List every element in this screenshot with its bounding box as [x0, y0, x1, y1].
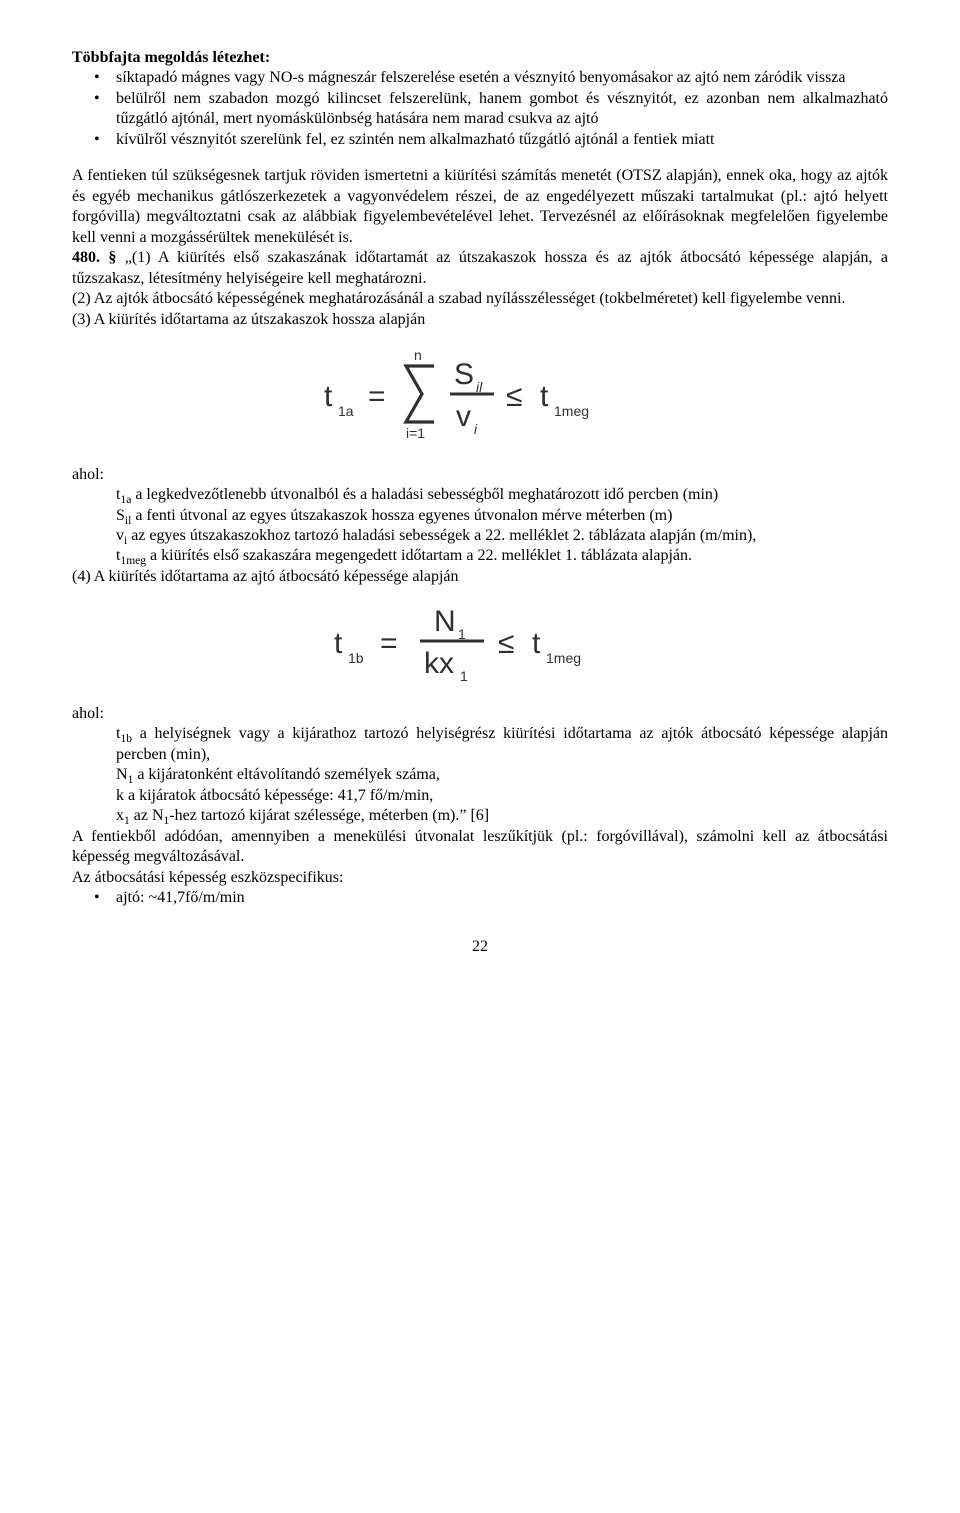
svg-text:1meg: 1meg [546, 650, 581, 666]
definitions-2: t1b a helyiségnek vagy a kijárathoz tart… [116, 724, 888, 826]
list-item: ajtó: ~41,7fő/m/min [116, 888, 888, 908]
svg-text:t: t [532, 627, 541, 660]
text: a fenti útvonal az egyes útszakaszok hos… [135, 507, 672, 524]
text: „(1) A kiürítés első szakaszának időtart… [72, 249, 888, 286]
svg-text:i=1: i=1 [406, 425, 425, 441]
paragraph-end: A fentiekből adódóan, amennyiben a menek… [72, 827, 888, 868]
formula-t1b: t1b=N1kx1≤t1meg [72, 599, 888, 691]
text: a kijáratonként eltávolítandó személyek … [137, 766, 440, 783]
paragraph-480: 480. § „(1) A kiürítés első szakaszának … [72, 248, 888, 289]
def-n1: N1 a kijáratonként eltávolítandó személy… [116, 765, 888, 785]
def-vi: vi az egyes útszakaszokhoz tartozó halad… [116, 526, 888, 546]
text: a legkedvezőtlenebb útvonalból és a hala… [135, 486, 718, 503]
svg-text:≤: ≤ [506, 380, 522, 413]
list-item: síktapadó mágnes vagy NO-s mágneszár fel… [116, 68, 888, 88]
text: a helyiségnek vagy a kijárathoz tartozó … [116, 725, 888, 762]
svg-text:1a: 1a [338, 403, 354, 419]
svg-text:1b: 1b [348, 650, 364, 666]
svg-text:n: n [414, 347, 422, 363]
list-item: kívülről vésznyitót szerelünk fel, ez sz… [116, 130, 888, 150]
paragraph-3: (3) A kiürítés időtartama az útszakaszok… [72, 310, 888, 330]
page-number: 22 [72, 937, 888, 957]
list-item: belülről nem szabadon mozgó kilincset fe… [116, 89, 888, 130]
definitions-1: t1a a legkedvezőtlenebb útvonalból és a … [116, 485, 888, 567]
text: -hez tartozó kijárat szélessége, méterbe… [169, 807, 489, 824]
svg-text:≤: ≤ [498, 627, 514, 660]
bullet-list-2: ajtó: ~41,7fő/m/min [72, 888, 888, 908]
paragraph-spec: Az átbocsátási képesség eszközspecifikus… [72, 868, 888, 888]
svg-text:1: 1 [460, 668, 468, 684]
paragraph-2: (2) Az ajtók átbocsátó képességének megh… [72, 289, 888, 309]
text: az egyes útszakaszokhoz tartozó haladási… [131, 527, 756, 544]
def-k: k a kijáratok átbocsátó képessége: 41,7 … [116, 786, 888, 806]
def-t1meg: t1meg a kiürítés első szakaszára megenge… [116, 546, 888, 566]
svg-text:S: S [454, 358, 474, 391]
def-t1b: t1b a helyiségnek vagy a kijárathoz tart… [116, 724, 888, 765]
svg-text:=: = [368, 380, 386, 413]
svg-text:t: t [324, 380, 333, 413]
text: a kiürítés első szakaszára megengedett i… [150, 547, 692, 564]
section-heading: Többfajta megoldás létezhet: [72, 48, 888, 68]
svg-text:i: i [474, 421, 478, 437]
paragraph: A fentieken túl szükségesnek tartjuk röv… [72, 166, 888, 248]
svg-text:N: N [434, 605, 456, 638]
svg-text:t: t [334, 627, 343, 660]
svg-text:1meg: 1meg [554, 403, 589, 419]
svg-text:=: = [380, 627, 398, 660]
svg-text:t: t [540, 380, 549, 413]
def-x1: x1 az N1-hez tartozó kijárat szélessége,… [116, 806, 888, 826]
formula-t1a: t1a=ni=1Silvi≤t1meg [72, 342, 888, 452]
svg-text:kx: kx [424, 647, 454, 680]
paragraph-4: (4) A kiürítés időtartama az ajtó átbocs… [72, 567, 888, 587]
def-t1a: t1a a legkedvezőtlenebb útvonalból és a … [116, 485, 888, 505]
ahol-label-2: ahol: [72, 704, 888, 724]
bullet-list-1: síktapadó mágnes vagy NO-s mágneszár fel… [72, 68, 888, 150]
def-sil: Sil a fenti útvonal az egyes útszakaszok… [116, 506, 888, 526]
ahol-label: ahol: [72, 465, 888, 485]
svg-text:v: v [456, 400, 471, 433]
